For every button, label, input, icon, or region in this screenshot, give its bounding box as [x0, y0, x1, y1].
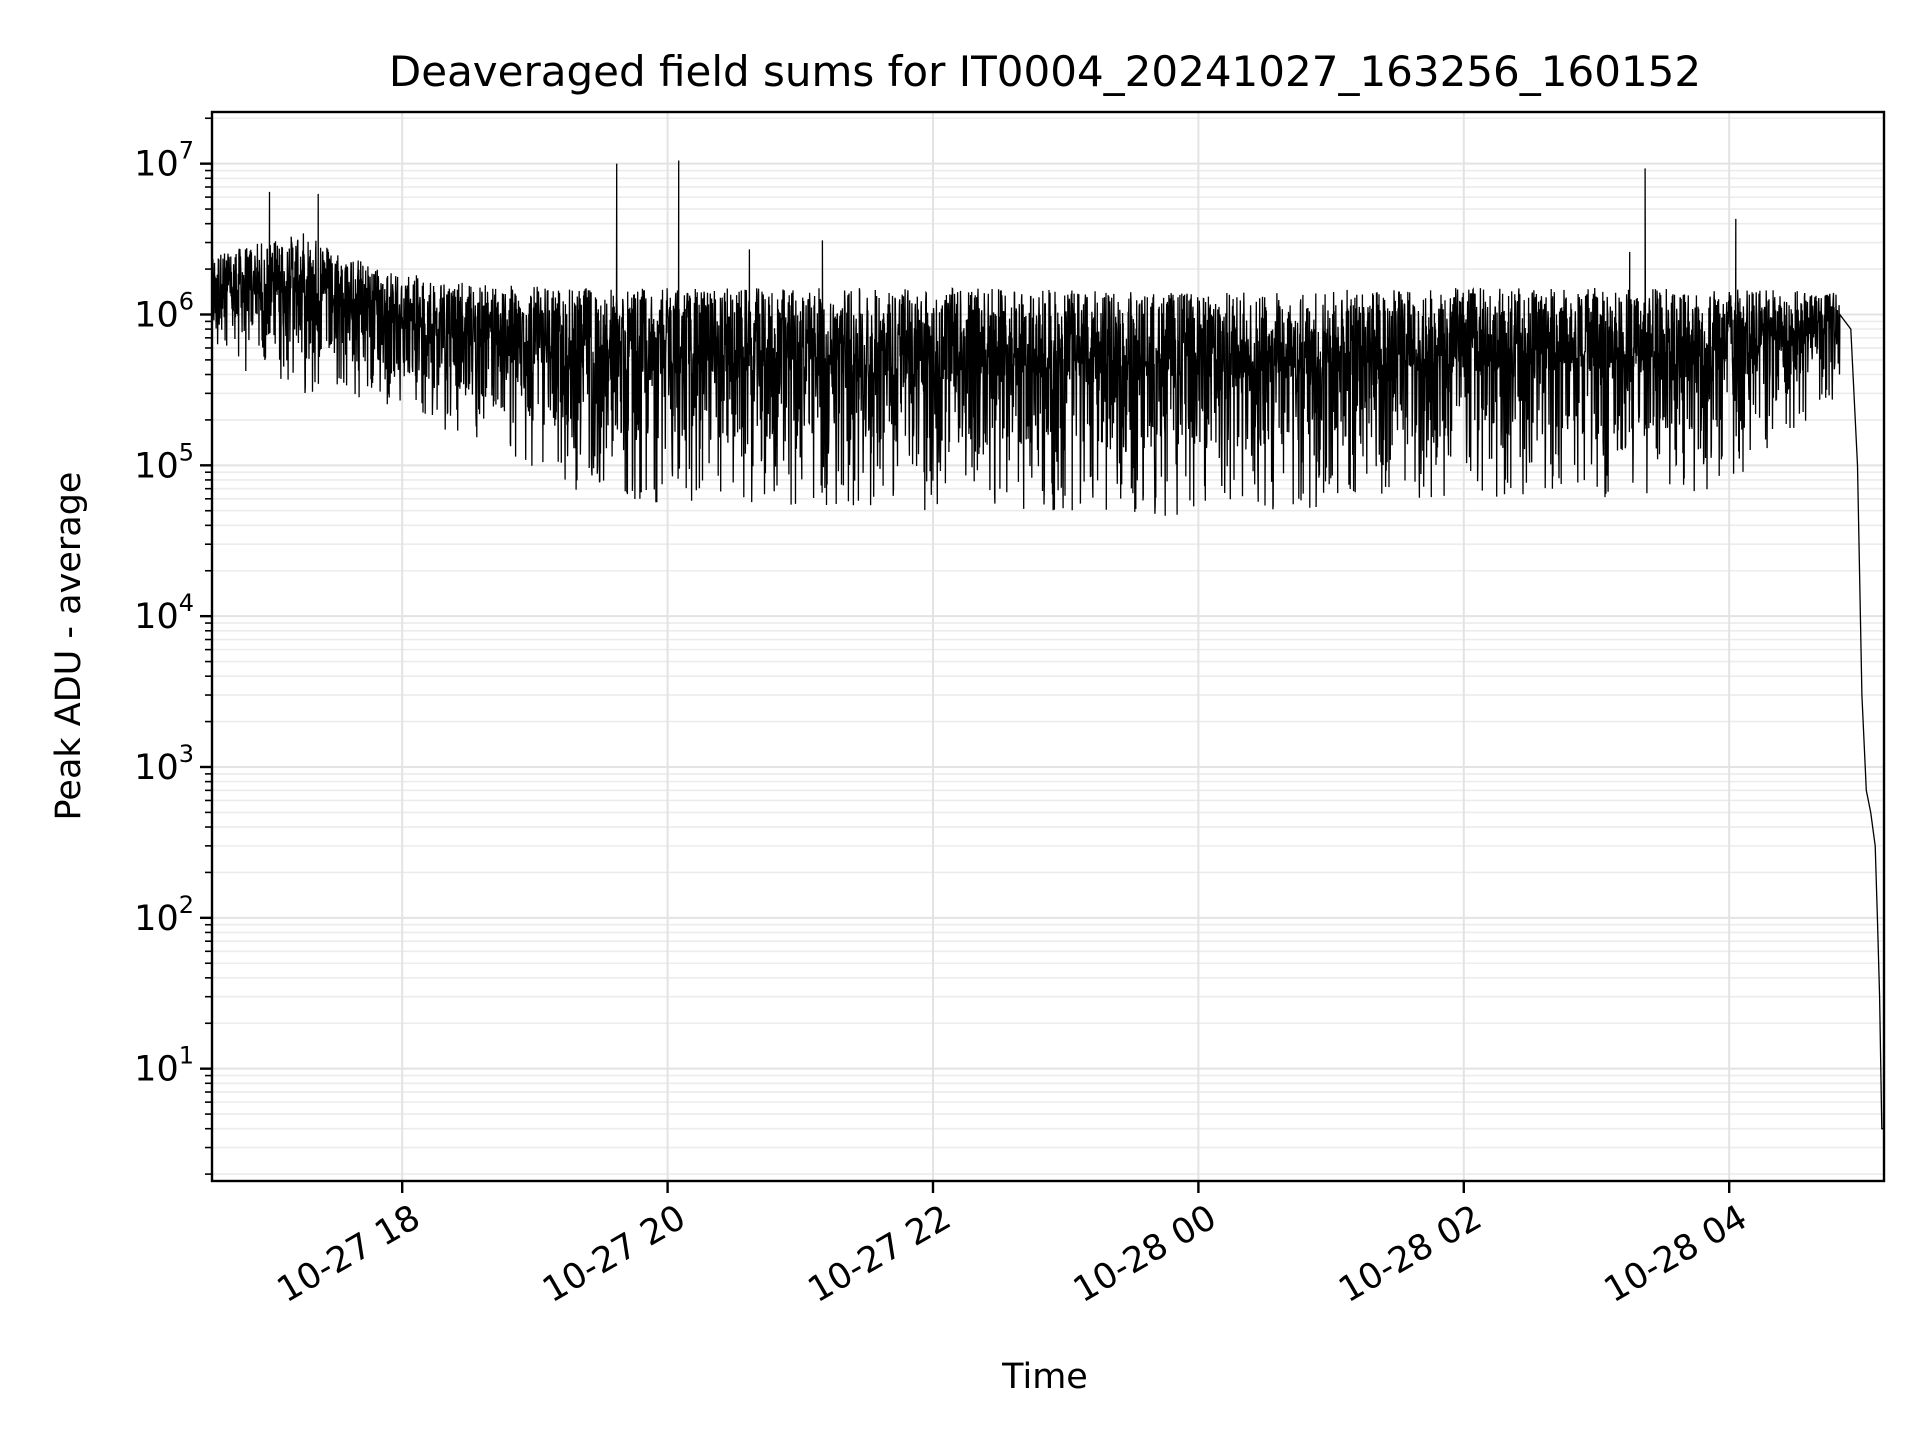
y-tick-label: 105	[134, 438, 194, 486]
y-tick-base: 10	[134, 145, 179, 185]
y-tick-label: 107	[134, 137, 194, 185]
y-tick-label: 104	[134, 589, 194, 637]
y-axis-label: Peak ADU - average	[49, 472, 89, 821]
y-tick-base: 10	[134, 597, 179, 637]
y-tick-exponent: 3	[179, 740, 194, 768]
y-tick-label: 106	[134, 287, 194, 335]
chart-title: Deaveraged field sums for IT0004_2024102…	[389, 47, 1701, 96]
y-tick-base: 10	[134, 295, 179, 335]
x-axis-label: Time	[1001, 1357, 1088, 1397]
series-layer	[211, 160, 1884, 1130]
y-tick-label: 101	[134, 1042, 194, 1090]
y-tick-exponent: 1	[179, 1042, 194, 1070]
y-tick-base: 10	[134, 748, 179, 788]
y-tick-exponent: 4	[179, 589, 194, 617]
y-tick-exponent: 6	[179, 287, 194, 315]
y-tick-exponent: 7	[179, 137, 194, 165]
y-tick-label: 102	[134, 891, 194, 939]
y-tick-exponent: 5	[179, 438, 194, 466]
series-line	[211, 160, 1884, 1130]
y-tick-base: 10	[134, 899, 179, 939]
y-tick-label: 103	[134, 740, 194, 788]
plot-frame	[210, 110, 1886, 1183]
y-tick-base: 10	[134, 1050, 179, 1090]
y-tick-base: 10	[134, 446, 179, 486]
y-tick-exponent: 2	[179, 891, 194, 919]
